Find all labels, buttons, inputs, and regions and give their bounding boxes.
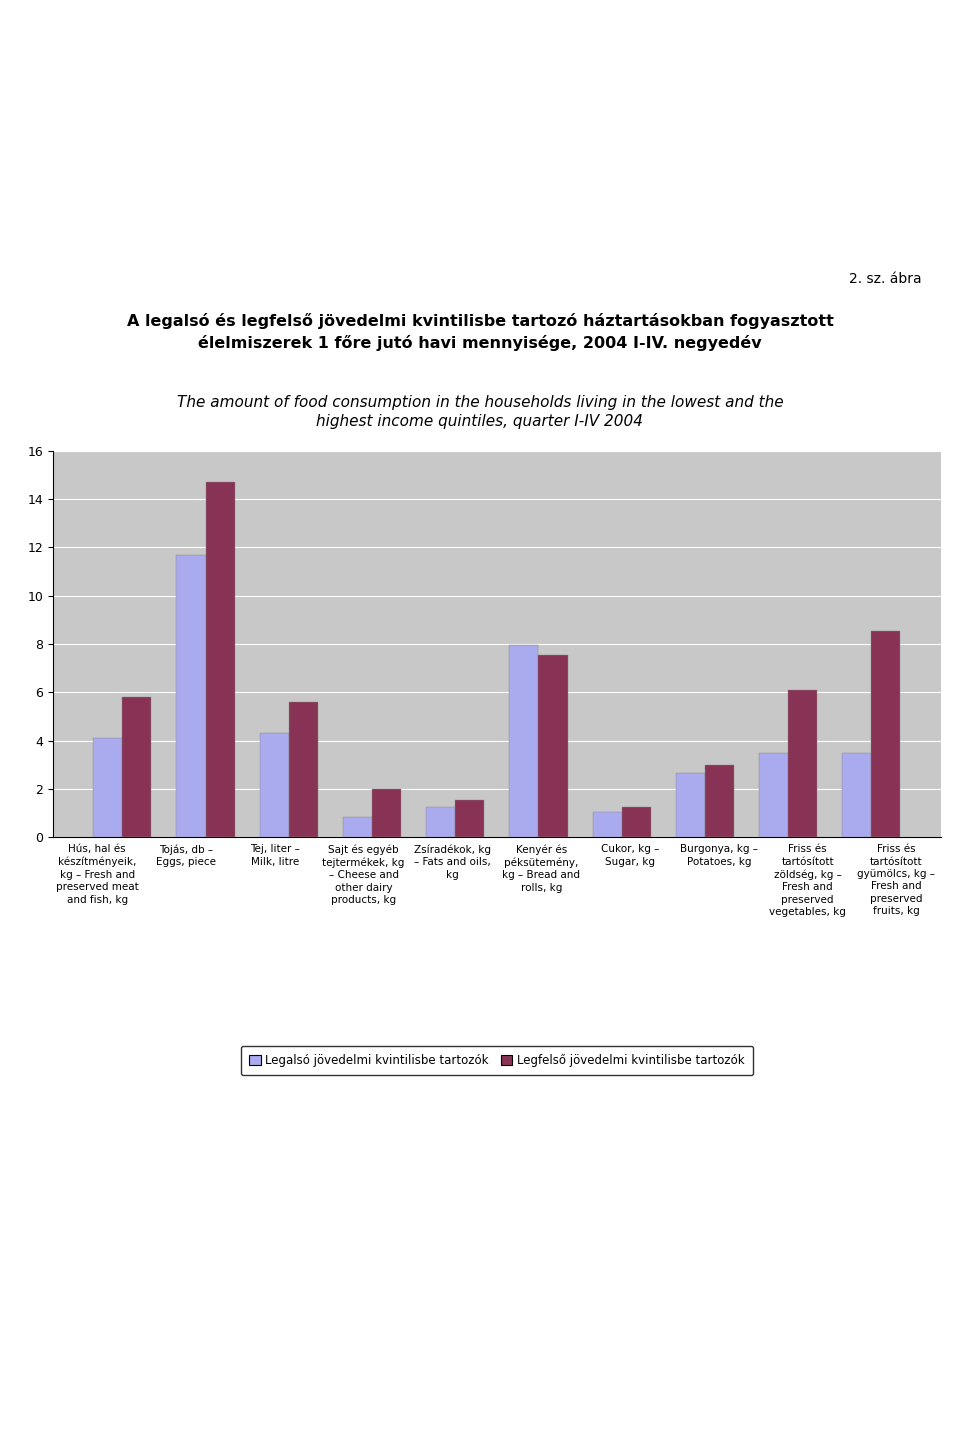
Text: Zsíradékok, kg
– Fats and oils,
kg: Zsíradékok, kg – Fats and oils, kg	[414, 844, 491, 880]
Bar	[705, 764, 734, 837]
Bar	[510, 645, 539, 837]
Bar	[622, 807, 651, 837]
Text: Tojás, db –
Eggs, piece: Tojás, db – Eggs, piece	[156, 844, 216, 867]
Bar	[289, 703, 318, 837]
Bar	[259, 733, 289, 837]
Text: Friss és
tartósított
zöldség, kg –
Fresh and
preserved
vegetables, kg: Friss és tartósított zöldség, kg – Fresh…	[769, 844, 846, 917]
Bar	[455, 800, 484, 837]
Text: Burgonya, kg –
Potatoes, kg: Burgonya, kg – Potatoes, kg	[680, 844, 757, 867]
Bar	[539, 655, 567, 837]
Bar	[93, 738, 122, 837]
Text: 2. sz. ábra: 2. sz. ábra	[849, 272, 922, 286]
Text: Tej, liter –
Milk, litre: Tej, liter – Milk, litre	[250, 844, 300, 867]
Bar	[343, 817, 372, 837]
Bar	[426, 807, 455, 837]
Text: Friss és
tartósított
gyümölcs, kg –
Fresh and
preserved
fruits, kg: Friss és tartósított gyümölcs, kg – Fres…	[857, 844, 935, 916]
Bar	[122, 697, 152, 837]
Text: Sajt és egyéb
tejtermékek, kg
– Cheese and
other dairy
products, kg: Sajt és egyéb tejtermékek, kg – Cheese a…	[323, 844, 405, 904]
Text: The amount of food consumption in the households living in the lowest and the
hi: The amount of food consumption in the ho…	[177, 395, 783, 429]
Text: Kenyér és
péksütemény,
kg – Bread and
rolls, kg: Kenyér és péksütemény, kg – Bread and ro…	[502, 844, 580, 893]
Bar	[788, 690, 817, 837]
Bar	[205, 482, 234, 837]
Bar	[177, 555, 205, 837]
Bar	[372, 788, 401, 837]
Bar	[872, 631, 900, 837]
Bar	[676, 773, 705, 837]
Bar	[592, 811, 622, 837]
Bar	[759, 753, 788, 837]
Text: Cukor, kg –
Sugar, kg: Cukor, kg – Sugar, kg	[601, 844, 660, 867]
Bar	[842, 753, 872, 837]
Legend: Legalsó jövedelmi kvintilisbe tartozók, Legfelső jövedelmi kvintilisbe tartozók: Legalsó jövedelmi kvintilisbe tartozók, …	[241, 1046, 753, 1076]
Text: Hús, hal és
készítményeik,
kg – Fresh and
preserved meat
and fish, kg: Hús, hal és készítményeik, kg – Fresh an…	[56, 844, 138, 904]
Text: A legalsó és legfelső jövedelmi kvintilisbe tartozó háztartásokban fogyasztott
é: A legalsó és legfelső jövedelmi kvintili…	[127, 313, 833, 351]
